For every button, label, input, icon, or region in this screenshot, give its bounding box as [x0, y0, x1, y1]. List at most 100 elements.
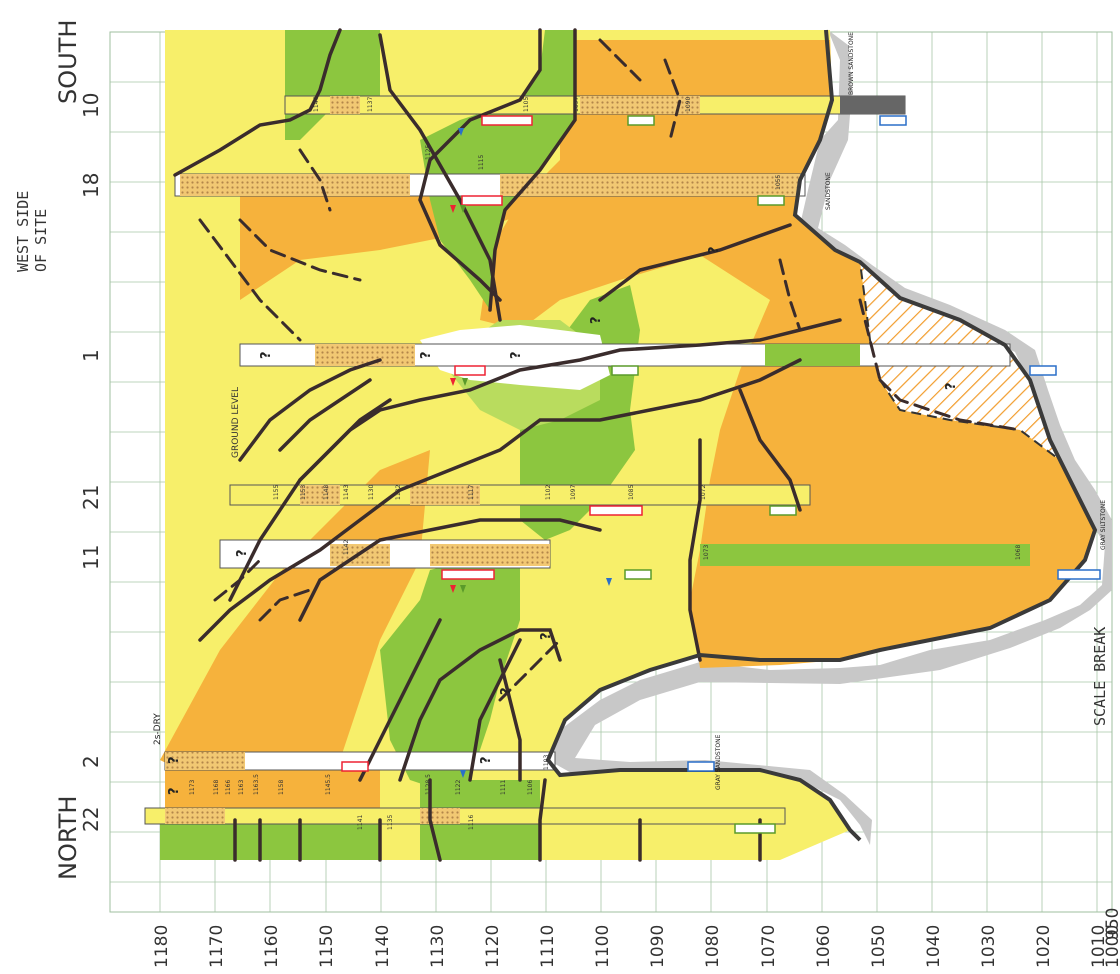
question-mark: ? — [235, 549, 250, 557]
elevation-tick: 1020 — [1034, 925, 1054, 968]
elevation-tick: 1040 — [924, 925, 944, 968]
small-label: 1143 — [343, 485, 350, 500]
small-label: 1158 — [278, 780, 285, 795]
elevation-tick: 1100 — [593, 925, 613, 968]
elevation-tick: 1070 — [759, 925, 779, 968]
elevation-tick: 1060 — [814, 925, 834, 968]
small-label: 1111 — [500, 780, 507, 795]
question-mark: ? — [419, 351, 434, 359]
borehole-label-21: 21 — [79, 485, 103, 510]
borehole-labels: 22 2 11 21 1 18 10 — [79, 93, 103, 832]
small-label: 1135 — [387, 815, 394, 830]
rock-notes: 2s-DRY GRAY SANDSTONE GRAY SILTSTONE SAN… — [153, 32, 1107, 790]
elevation-tick: 1150 — [317, 925, 337, 968]
gray-siltstone-note: GRAY SILTSTONE — [1100, 500, 1107, 550]
dashed-contacts — [198, 38, 1022, 702]
west-side-label-1: WEST SIDE — [14, 191, 32, 272]
small-label: 1125 — [425, 145, 432, 160]
gray-sandstone-note: GRAY SANDSTONE — [715, 734, 722, 790]
sandstone-note: SANDSTONE — [825, 172, 832, 210]
dry-note: 2s-DRY — [153, 713, 163, 745]
borehole-label-11: 11 — [79, 545, 103, 570]
small-label: 1103 — [543, 755, 550, 770]
elevation-tick: 1000 — [1103, 925, 1120, 968]
small-label: 1142 — [343, 540, 350, 555]
small-label: 1153 — [300, 485, 307, 500]
small-label: 1147 — [313, 97, 320, 112]
west-side-label-2: OF SITE — [32, 209, 50, 272]
small-label: 1105 — [523, 97, 530, 112]
north-label: NORTH — [54, 796, 82, 880]
question-mark: ? — [167, 756, 182, 764]
borehole-label-1: 1 — [79, 349, 103, 362]
small-label: 1068 — [1015, 545, 1022, 560]
elevation-tick: 1120 — [483, 925, 503, 968]
question-mark: ? — [589, 316, 604, 324]
elevation-tick: 1030 — [979, 925, 999, 968]
question-mark: ? — [167, 787, 182, 795]
small-label: 1097 — [573, 97, 580, 112]
elevation-tick: 1180 — [152, 925, 172, 968]
elevation-tick: 1130 — [428, 925, 448, 968]
small-label: 1122 — [455, 780, 462, 795]
small-label: 1073 — [703, 545, 710, 560]
small-label: 1097 — [570, 485, 577, 500]
question-mark: ? — [539, 632, 554, 640]
question-mark: ? — [499, 687, 514, 695]
elevation-tick: 1140 — [373, 925, 393, 968]
small-label: 1141 — [357, 815, 364, 830]
small-label: 1166 — [225, 780, 232, 795]
small-label: 1163.5 — [253, 774, 260, 795]
borehole-label-18: 18 — [79, 173, 103, 198]
small-label: 1117 — [468, 485, 475, 500]
small-label: 1106 — [527, 780, 534, 795]
question-mark: ? — [259, 351, 274, 359]
value-labels: 1173 1168 1166 1163 1163.5 1158 1145.5 1… — [189, 97, 1022, 830]
scale-break-label: SCALE BREAK — [1091, 627, 1109, 726]
elevation-tick: 1110 — [538, 925, 558, 968]
borehole-label-10: 10 — [79, 93, 103, 118]
brown-sandstone-note: BROWN SANDSTONE — [848, 32, 855, 95]
question-marks: ? ? ? ? ? ? ? ? ? ? ? ? — [167, 246, 959, 795]
small-label: 1055 — [775, 175, 782, 190]
small-label: 1148 — [323, 485, 330, 500]
small-label: 1145.5 — [325, 774, 332, 795]
question-mark: ? — [509, 351, 524, 359]
small-label: 1168 — [213, 780, 220, 795]
small-label: 1173 — [189, 780, 196, 795]
bedrock-shadow — [548, 30, 1112, 845]
question-mark: ? — [707, 246, 722, 254]
small-label: 1085 — [628, 485, 635, 500]
contact-lines — [173, 28, 842, 862]
borehole-label-2: 2 — [79, 755, 103, 768]
elevation-tick: 1050 — [869, 925, 889, 968]
small-label: 1137 — [367, 97, 374, 112]
small-label: 1132 — [395, 485, 402, 500]
elevation-tick: 1080 — [703, 925, 723, 968]
borehole-columns — [144, 95, 1030, 825]
elevation-axis: 1180 1170 1160 1150 1140 1130 1120 1110 … — [152, 908, 1120, 968]
small-label: 1128.5 — [425, 774, 432, 795]
layer-orange-mid — [160, 450, 430, 780]
small-label: 1102 — [545, 485, 552, 500]
small-label: 1115 — [478, 155, 485, 170]
small-label: 1090 — [685, 97, 692, 112]
bedrock-outline — [545, 29, 1098, 842]
elevation-tick: 1170 — [207, 925, 227, 968]
test-markers — [341, 115, 1101, 834]
small-label: 1163 — [238, 780, 245, 795]
south-label: SOUTH — [54, 20, 82, 104]
small-label: 1072 — [700, 485, 707, 500]
ground-level-label: GROUND LEVEL — [231, 387, 241, 458]
question-mark: ? — [479, 756, 494, 764]
small-label: 1130 — [368, 485, 375, 500]
borehole-label-22: 22 — [79, 807, 103, 832]
elevation-tick: 1160 — [262, 925, 282, 968]
small-label: 1155 — [273, 485, 280, 500]
question-mark: ? — [944, 382, 959, 390]
small-label: 1116 — [468, 815, 475, 830]
elevation-tick: 1010 — [1089, 925, 1109, 968]
elevation-tick: 950 — [1103, 908, 1120, 940]
elevation-tick: 1090 — [648, 925, 668, 968]
